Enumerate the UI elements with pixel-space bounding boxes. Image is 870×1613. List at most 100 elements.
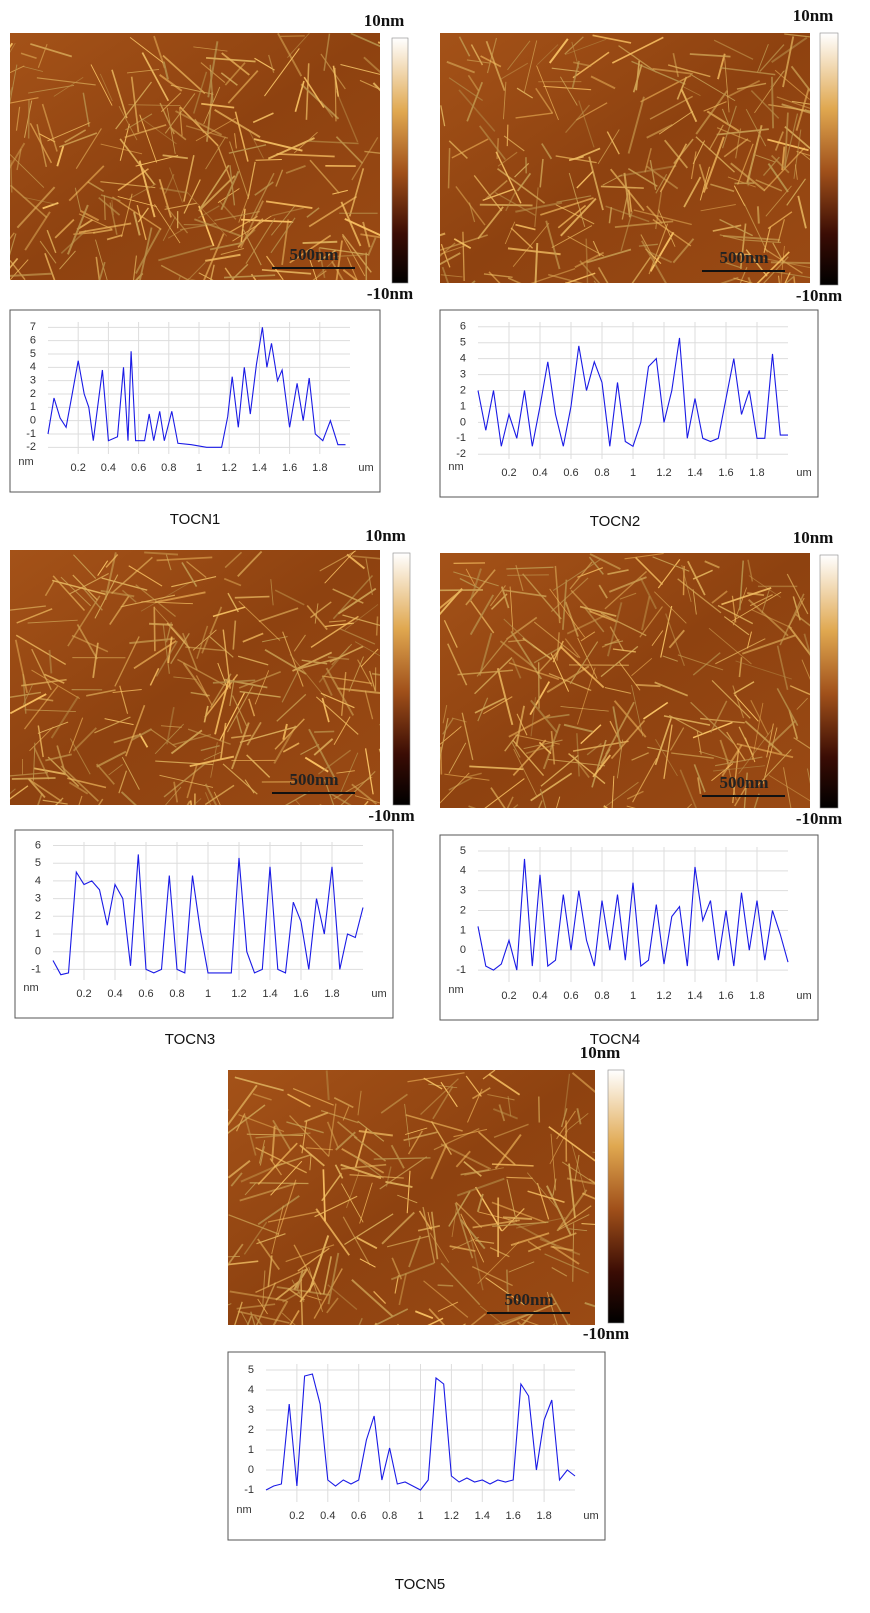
fibril [681,564,692,602]
fibril [511,741,521,758]
fibrils [10,33,380,280]
fibril [287,33,310,58]
fibril [15,106,21,131]
fibril [407,1072,465,1083]
fibrils [228,1070,595,1325]
fibril [98,261,106,280]
x-tick-label: 0.4 [101,462,116,474]
fibril [635,683,661,688]
fibril [734,694,759,722]
fibril [16,608,53,624]
fibril [721,105,737,149]
fibril [621,193,629,220]
fibril [476,638,508,677]
fibril [440,252,461,266]
fibril [618,45,657,73]
fibril [633,209,692,226]
fibril [250,1311,256,1325]
fibril [417,1224,441,1232]
colorbar-max: 10nm [793,528,834,547]
fibril [566,614,606,635]
fibril [118,105,138,141]
afm-image: 500nm [10,33,380,280]
fibril [128,565,163,587]
fibril [198,205,215,247]
fibril [100,143,143,155]
fibril [37,793,43,805]
fibril [335,1131,356,1151]
fibril [573,61,592,67]
fibril [530,697,537,737]
y-axis-label: nm [236,1504,251,1516]
fibril [477,1131,516,1166]
fibril [169,167,183,203]
fibril [455,1201,483,1229]
fibril [282,723,288,740]
fibril [141,601,193,605]
fibril [111,69,128,119]
fibril [505,190,517,212]
fibril [442,704,448,724]
fibril [500,586,510,609]
fibril [548,38,569,64]
fibril [204,792,212,805]
fibril [321,697,330,723]
x-tick-label: 1.2 [656,467,671,479]
fibril [234,133,237,149]
fibril [516,87,534,99]
fibril [237,1310,290,1324]
fibril [494,191,536,216]
fibril [404,1103,411,1147]
fibril [257,1142,298,1185]
fibril [463,1160,482,1177]
fibril [551,1245,580,1265]
fibril [340,771,376,805]
fibril [328,1103,337,1157]
fibril [446,60,476,74]
afm-background [10,550,380,805]
y-tick-label: 5 [460,337,466,349]
fibrils [440,553,810,808]
fibril [497,151,518,167]
fibril [59,250,76,270]
fibril [337,687,380,694]
fibril [733,277,754,283]
profile-line [265,1373,576,1491]
fibril [321,675,333,697]
fibril [702,136,725,193]
colorbar [819,32,839,286]
fibril [56,145,65,167]
fibril [569,641,599,685]
fibril [506,1179,517,1222]
fibril [605,701,635,756]
fibril [483,696,513,715]
x-tick-label: 1.6 [293,988,308,1000]
fibril [619,592,637,600]
fibril [322,1256,332,1295]
fibril [317,249,337,263]
x-tick-label: 1 [630,990,636,1002]
fibril [72,727,97,752]
fibril [159,73,183,92]
fibril [306,604,328,631]
fibril [658,209,676,247]
fibril [639,606,663,638]
fibril [253,138,303,152]
fibril [246,1133,304,1136]
fibril [130,76,140,133]
fibril [220,72,238,86]
fibril [320,692,355,709]
fibril [738,727,774,774]
fibril [652,67,693,75]
fibril [165,622,173,643]
fibril [726,731,746,762]
x-tick-label: 1.6 [718,467,733,479]
fibril [650,251,673,264]
fibril [753,793,760,808]
fibril [506,124,509,147]
fibril [305,63,310,120]
fibril [86,689,116,697]
x-axis-label: um [796,467,811,479]
fibril [282,631,304,687]
